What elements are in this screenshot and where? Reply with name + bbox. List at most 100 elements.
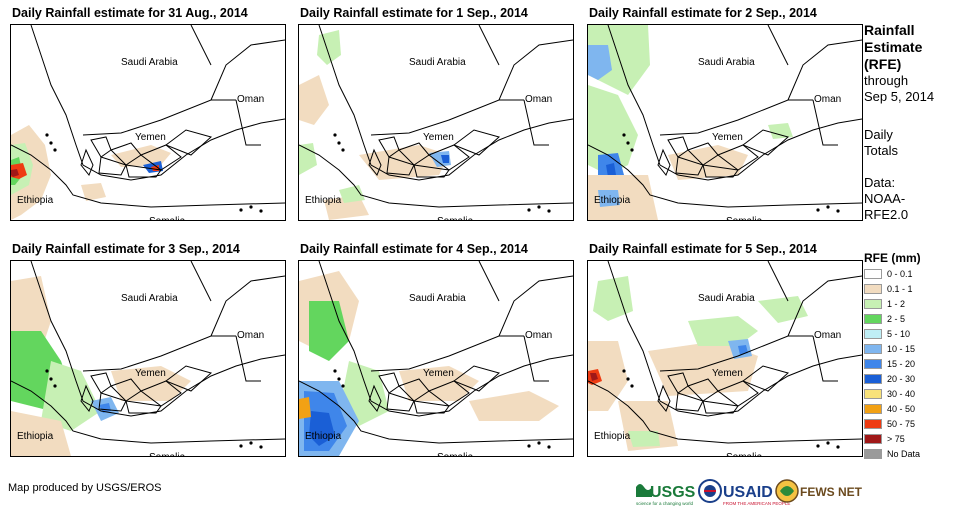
usgs-wordmark: USGS — [650, 484, 696, 501]
boundary-line — [702, 400, 739, 414]
island-marker — [249, 205, 253, 209]
boundary-line — [190, 261, 212, 302]
country-label-somalia: Somalia — [149, 216, 186, 220]
country-label-oman: Oman — [237, 94, 264, 105]
boundary-line — [478, 25, 500, 66]
boundary-line — [659, 335, 813, 372]
rainfall-area — [299, 143, 317, 175]
rainfall-map: Saudi Arabia Oman Yemen Ethiopia Somalia — [587, 260, 863, 457]
boundary-line — [299, 144, 573, 208]
island-marker — [836, 209, 840, 213]
boundary-line — [210, 275, 285, 337]
rainfall-map: Saudi Arabia Oman Yemen Ethiopia Somalia — [587, 24, 863, 221]
map-credit: Map produced by USGS/EROS — [8, 482, 162, 494]
legend-swatch — [864, 344, 882, 354]
country-label-yemen: Yemen — [712, 368, 743, 379]
partner-logos: USGS science for a changing world USAID … — [634, 477, 964, 507]
rainfall-map: Saudi Arabia Oman Yemen Ethiopia Somalia — [298, 24, 574, 221]
rainfall-area — [588, 341, 628, 411]
fewsnet-logo: FEWS NET — [775, 479, 863, 503]
sidebar-title-line-3: (RFE) — [864, 56, 902, 72]
sidebar-totals: Totals — [864, 143, 898, 158]
map-panel: Daily Rainfall estimate for 31 Aug., 201… — [10, 6, 286, 221]
boundary-line — [11, 380, 285, 444]
country-label-somalia: Somalia — [726, 452, 763, 456]
boundary-line — [235, 335, 261, 382]
island-marker — [259, 209, 263, 213]
island-marker — [337, 377, 341, 381]
rainfall-area — [606, 163, 616, 177]
country-label-saudi: Saudi Arabia — [698, 57, 755, 68]
map-panel: Daily Rainfall estimate for 2 Sep., 2014… — [587, 6, 863, 221]
panel-title: Daily Rainfall estimate for 3 Sep., 2014 — [12, 242, 240, 256]
island-marker — [49, 141, 53, 145]
boundary-line — [427, 380, 470, 407]
boundary-line — [716, 144, 759, 171]
boundary-line — [80, 384, 94, 412]
rainfall-area — [309, 301, 349, 361]
legend-label: 2 - 5 — [887, 314, 906, 324]
boundary-line — [427, 144, 470, 171]
legend-swatch — [864, 359, 882, 369]
boundary-line — [210, 39, 285, 101]
legend-label: 0.1 - 1 — [887, 284, 913, 294]
legend-swatch — [864, 389, 882, 399]
legend-swatch — [864, 299, 882, 309]
country-label-saudi: Saudi Arabia — [409, 57, 466, 68]
boundary-line — [318, 25, 573, 181]
rainfall-area — [299, 75, 329, 125]
island-marker — [341, 148, 345, 152]
boundary-line — [370, 99, 524, 136]
island-marker — [53, 148, 57, 152]
island-marker — [630, 384, 634, 388]
island-marker — [45, 369, 49, 373]
boundary-line — [80, 148, 94, 176]
rainfall-area — [758, 296, 808, 323]
panel-title: Daily Rainfall estimate for 5 Sep., 2014 — [589, 242, 817, 256]
boundary-line — [657, 384, 671, 412]
boundary-line — [386, 156, 415, 176]
rainfall-area — [768, 123, 793, 139]
boundary-line — [386, 392, 415, 412]
rainfall-area — [324, 195, 369, 220]
boundary-line — [368, 148, 382, 176]
rainfall-area — [317, 30, 341, 65]
island-marker — [826, 205, 830, 209]
country-label-ethiopia: Ethiopia — [305, 431, 342, 442]
legend-label: 5 - 10 — [887, 329, 911, 339]
legend-label: 50 - 75 — [887, 419, 916, 429]
rainfall-area — [441, 155, 449, 163]
boundary-line — [787, 39, 862, 101]
country-label-somalia: Somalia — [437, 216, 474, 220]
rainfall-area — [648, 341, 758, 396]
rainfall-area — [299, 397, 311, 419]
legend-label: > 75 — [887, 434, 905, 444]
boundary-line — [30, 261, 285, 417]
boundary-line — [716, 380, 759, 407]
boundary-line — [235, 99, 261, 146]
boundary-line — [318, 261, 573, 417]
island-marker — [537, 441, 541, 445]
country-label-oman: Oman — [237, 330, 264, 341]
country-label-oman: Oman — [814, 94, 841, 105]
boundary-line — [452, 129, 501, 156]
country-label-oman: Oman — [525, 94, 552, 105]
map-panel: Daily Rainfall estimate for 1 Sep., 2014… — [298, 6, 574, 221]
map-panel: Daily Rainfall estimate for 3 Sep., 2014… — [10, 242, 286, 457]
boundary-line — [741, 129, 790, 156]
legend-swatch — [864, 284, 882, 294]
boundary-line — [125, 164, 162, 178]
island-marker — [337, 141, 341, 145]
boundary-line — [139, 144, 182, 171]
island-marker — [547, 445, 551, 449]
sidebar-data-label: Data: — [864, 175, 896, 190]
map-sidebar: Rainfall Estimate (RFE) through Sep 5, 2… — [864, 22, 964, 223]
rainfall-area — [11, 411, 71, 456]
boundary-line — [659, 99, 813, 136]
country-label-yemen: Yemen — [423, 368, 454, 379]
boundary-line — [657, 148, 671, 176]
boundary-line — [478, 261, 500, 302]
country-label-ethiopia: Ethiopia — [305, 195, 342, 206]
island-marker — [527, 208, 531, 212]
boundary-line — [90, 372, 112, 394]
